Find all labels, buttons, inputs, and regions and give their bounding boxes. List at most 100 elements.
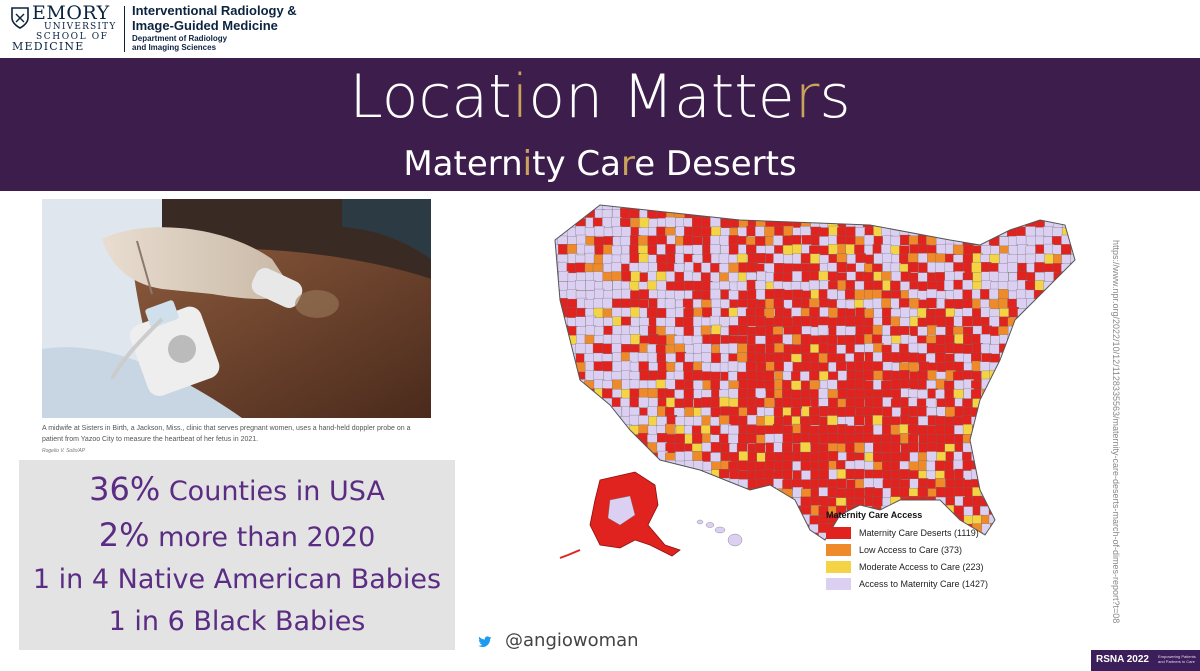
county-cell (557, 208, 568, 220)
county-cell (657, 205, 668, 211)
county-cell (882, 208, 893, 220)
dept-title-line2: Image-Guided Medicine (132, 18, 278, 33)
county-cell (1053, 205, 1064, 210)
county-cell (675, 451, 686, 462)
county-cell (638, 388, 650, 399)
county-cell (557, 361, 568, 372)
county-cell (666, 506, 677, 517)
county-cell (925, 315, 937, 327)
county-cell (1044, 531, 1055, 540)
county-cell (746, 244, 757, 256)
county-cell (746, 497, 757, 508)
county-cell (1052, 307, 1064, 318)
county-cell (853, 397, 865, 408)
county-cell (1070, 272, 1075, 283)
county-cell (783, 361, 794, 372)
county-cell (576, 523, 588, 534)
county-cell (682, 398, 694, 409)
county-cell (1006, 496, 1018, 508)
title-accent-letter: r (794, 62, 820, 132)
county-cell (575, 488, 586, 499)
county-cell (935, 225, 947, 237)
county-cell (792, 244, 803, 255)
county-cell (540, 398, 549, 408)
county-cell (593, 298, 604, 309)
county-cell (1079, 217, 1089, 227)
county-cell (1051, 244, 1063, 256)
county-cell (1071, 425, 1075, 436)
county-cell (738, 505, 749, 516)
source-url[interactable]: https://www.npr.org/2022/10/12/112833556… (1109, 240, 1123, 623)
county-cell (1070, 299, 1075, 310)
county-cell (764, 289, 776, 300)
county-cell (639, 217, 650, 228)
county-cell (855, 227, 866, 238)
county-cell (1035, 523, 1046, 534)
county-cell (1053, 551, 1063, 561)
county-cell (845, 488, 856, 499)
county-cell (1033, 460, 1045, 471)
county-cell (845, 226, 856, 237)
county-cell (709, 244, 721, 255)
county-cell (782, 460, 793, 471)
county-cell (621, 452, 632, 463)
county-cell (800, 461, 811, 472)
county-cell (990, 397, 1001, 408)
county-cell (555, 443, 559, 454)
county-cell (1061, 389, 1072, 400)
county-cell (756, 551, 766, 561)
legend-item-moderate: Moderate Access to Care (223) (826, 559, 1006, 575)
county-cell (540, 488, 550, 498)
county-cell (692, 244, 703, 256)
county-cell (1080, 370, 1090, 380)
county-cell (1079, 317, 1089, 327)
county-cell (963, 208, 974, 219)
county-cell (639, 289, 650, 300)
county-cell (728, 262, 739, 274)
county-cell (792, 551, 802, 561)
county-cell (1071, 406, 1075, 418)
county-cell (891, 271, 902, 283)
county-cell (908, 495, 919, 507)
county-cell (691, 217, 703, 228)
county-cell (701, 262, 712, 273)
county-cell (963, 244, 974, 256)
rsna-tagline-1: Empowering Patients (1158, 654, 1196, 659)
county-cell (828, 397, 839, 409)
county-cell (917, 272, 929, 283)
county-cell (764, 551, 774, 561)
county-cell (799, 226, 811, 237)
county-cell (575, 424, 587, 435)
subtitle-accent-letter: r (620, 144, 635, 184)
title-part: on Matte (528, 62, 795, 132)
county-cell (729, 496, 740, 508)
source-url-text[interactable]: https://www.npr.org/2022/10/12/112833556… (1111, 240, 1121, 624)
county-cell (916, 307, 928, 319)
county-cell (981, 469, 992, 481)
county-cell (1080, 271, 1090, 281)
county-cell (827, 344, 838, 355)
county-cell (999, 362, 1010, 373)
county-cell (675, 533, 686, 540)
county-cell (656, 308, 667, 319)
county-cell (727, 360, 739, 372)
county-cell (709, 315, 721, 327)
county-cell (755, 496, 766, 507)
county-cell (1025, 226, 1036, 237)
county-cell (998, 496, 1009, 507)
county-cell (1034, 496, 1045, 507)
county-cell (954, 333, 965, 345)
county-cell (989, 451, 1001, 462)
county-cell (809, 380, 820, 391)
county-cell (953, 279, 964, 291)
county-cell (656, 271, 667, 282)
county-cell (701, 290, 712, 301)
county-cell (782, 379, 793, 391)
county-cell (692, 225, 703, 237)
county-cell (1081, 253, 1091, 263)
county-cell (854, 459, 866, 471)
county-cell (746, 505, 757, 517)
county-cell (890, 262, 902, 274)
twitter-handle[interactable]: @angiowoman (505, 630, 639, 651)
county-cell (755, 505, 766, 516)
